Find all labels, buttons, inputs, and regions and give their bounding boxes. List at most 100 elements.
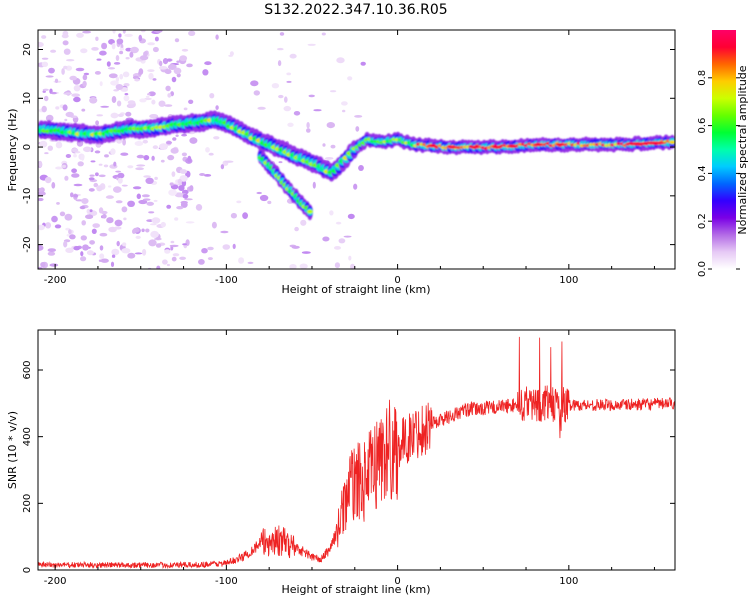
noise-speckle	[69, 234, 76, 240]
noise-speckle	[170, 147, 179, 154]
noise-speckle	[211, 221, 217, 229]
noise-speckle	[99, 232, 108, 237]
noise-speckle	[114, 226, 122, 230]
noise-speckle	[151, 155, 155, 161]
noise-speckle	[322, 143, 326, 147]
noise-speckle	[148, 72, 154, 80]
noise-speckle	[106, 61, 111, 67]
noise-speckle	[134, 252, 143, 255]
noise-speckle	[347, 213, 355, 220]
noise-speckle	[92, 223, 100, 229]
noise-speckle	[342, 109, 346, 113]
noise-speckle	[108, 73, 118, 79]
noise-speckle	[59, 211, 66, 217]
noise-speckle	[122, 138, 126, 146]
noise-speckle	[334, 262, 340, 269]
noise-speckle	[124, 33, 133, 38]
noise-speckle	[65, 247, 74, 253]
noise-speckle	[142, 248, 147, 256]
noise-speckle	[122, 242, 127, 247]
noise-speckle	[82, 74, 88, 81]
noise-speckle	[43, 95, 49, 102]
noise-speckle	[41, 57, 49, 60]
noise-speckle	[267, 200, 272, 205]
noise-speckle	[116, 100, 122, 107]
noise-speckle	[250, 80, 259, 87]
noise-speckle	[154, 176, 158, 180]
noise-speckle	[177, 178, 182, 185]
noise-speckle	[204, 61, 212, 66]
noise-speckle	[110, 80, 119, 86]
noise-speckle	[324, 157, 334, 160]
noise-speckle	[162, 58, 169, 65]
noise-speckle	[114, 219, 123, 227]
noise-speckle	[111, 254, 116, 258]
noise-speckle	[73, 183, 83, 187]
spectral-ridge	[38, 110, 675, 221]
noise-speckle	[93, 182, 99, 188]
noise-speckle	[343, 235, 352, 238]
noise-speckle	[202, 69, 209, 76]
noise-speckle	[145, 228, 150, 233]
snr-series-line	[38, 336, 675, 570]
noise-speckle	[45, 114, 54, 122]
noise-speckle	[76, 32, 84, 38]
noise-speckle	[82, 80, 87, 87]
noise-speckle	[176, 206, 184, 210]
noise-speckle	[136, 193, 141, 200]
noise-speckle	[80, 256, 87, 262]
noise-speckle	[115, 170, 121, 173]
noise-speckle	[168, 189, 177, 196]
noise-speckle	[116, 240, 120, 247]
noise-speckle	[284, 96, 288, 103]
noise-speckle	[287, 122, 294, 128]
noise-speckle	[111, 96, 117, 103]
noise-speckle	[169, 182, 174, 186]
noise-speckle	[121, 248, 131, 254]
noise-speckle	[64, 213, 73, 221]
noise-speckle	[335, 221, 342, 225]
noise-speckle	[95, 120, 99, 126]
noise-speckle	[71, 168, 77, 173]
noise-speckle	[73, 194, 79, 198]
noise-speckle	[152, 145, 159, 150]
noise-speckle	[136, 154, 145, 159]
noise-speckle	[41, 61, 49, 67]
ridge-peak	[426, 144, 437, 148]
noise-speckle	[65, 154, 72, 158]
noise-speckle	[336, 57, 345, 64]
noise-speckle	[160, 159, 165, 163]
noise-speckle	[140, 30, 146, 33]
noise-speckle	[63, 48, 71, 55]
noise-speckle	[138, 34, 143, 42]
noise-speckle	[38, 188, 43, 192]
noise-speckle	[277, 60, 282, 67]
noise-speckle	[348, 255, 352, 261]
noise-speckle	[230, 212, 237, 219]
noise-speckle	[120, 152, 129, 156]
noise-speckle	[277, 47, 284, 51]
noise-speckle	[199, 173, 206, 176]
noise-speckle	[148, 211, 155, 214]
noise-speckle	[166, 141, 173, 145]
noise-speckle	[75, 67, 85, 72]
noise-speckle	[334, 246, 341, 250]
noise-speckle	[238, 257, 245, 264]
noise-speckle	[89, 97, 98, 104]
noise-speckle	[38, 197, 44, 202]
noise-speckle	[62, 40, 69, 46]
noise-speckle	[127, 252, 136, 259]
noise-speckle	[47, 248, 56, 253]
noise-speckle	[175, 134, 179, 137]
noise-speckle	[208, 152, 214, 156]
noise-speckle	[54, 224, 62, 229]
noise-speckle	[145, 177, 154, 184]
noise-speckle	[164, 69, 172, 75]
spectrogram-ytick-label: 20	[22, 43, 33, 56]
noise-speckle	[152, 46, 159, 53]
noise-speckle	[151, 99, 156, 105]
figure-title: S132.2022.347.10.36.R05	[264, 2, 447, 18]
